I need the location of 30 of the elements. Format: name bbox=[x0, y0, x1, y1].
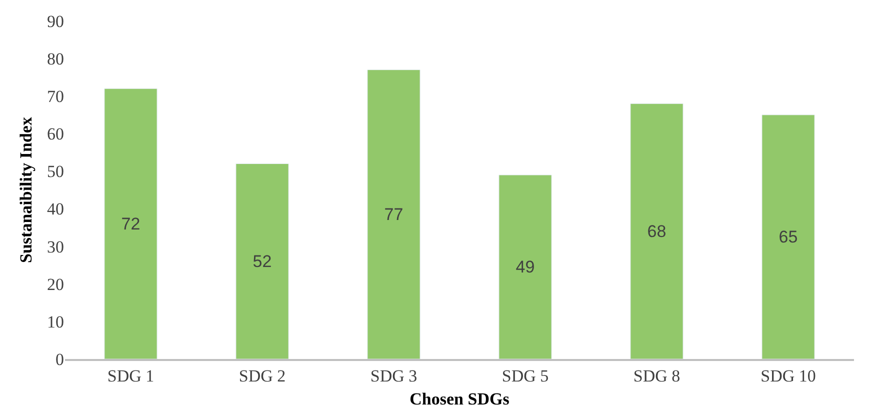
y-tick-label: 70 bbox=[47, 87, 64, 106]
data-label: 72 bbox=[121, 214, 140, 234]
x-tick-label: SDG 2 bbox=[238, 366, 286, 386]
y-tick-label: 40 bbox=[47, 200, 64, 219]
y-tick-label: 90 bbox=[47, 12, 64, 31]
y-tick-label: 10 bbox=[47, 312, 64, 332]
data-label: 77 bbox=[384, 204, 404, 224]
y-tick-label: 60 bbox=[47, 124, 64, 144]
data-label: 68 bbox=[647, 222, 666, 241]
data-label: 65 bbox=[778, 227, 798, 246]
data-label: 52 bbox=[252, 252, 272, 271]
x-tick-label: SDG 5 bbox=[502, 366, 549, 386]
y-tick-label: 30 bbox=[47, 237, 64, 256]
bar bbox=[367, 70, 420, 359]
bar bbox=[236, 163, 289, 359]
y-tick-label: 20 bbox=[47, 274, 64, 294]
x-tick-label: SDG 10 bbox=[760, 366, 816, 386]
y-tick-label: 50 bbox=[47, 162, 64, 182]
x-tick-label: SDG 8 bbox=[633, 366, 680, 386]
x-tick-label: SDG 1 bbox=[107, 366, 154, 386]
y-tick-label: 0 bbox=[56, 350, 64, 369]
bar bbox=[498, 174, 552, 359]
bar bbox=[104, 88, 158, 359]
x-tick-label: SDG 3 bbox=[370, 366, 418, 386]
data-label: 49 bbox=[516, 257, 535, 276]
y-tick-label: 80 bbox=[47, 50, 64, 69]
bar bbox=[630, 103, 684, 359]
y-axis-title: Sustanaibility Index bbox=[16, 116, 36, 263]
x-axis-title: Chosen SDGs bbox=[410, 389, 510, 408]
bar bbox=[762, 114, 815, 359]
